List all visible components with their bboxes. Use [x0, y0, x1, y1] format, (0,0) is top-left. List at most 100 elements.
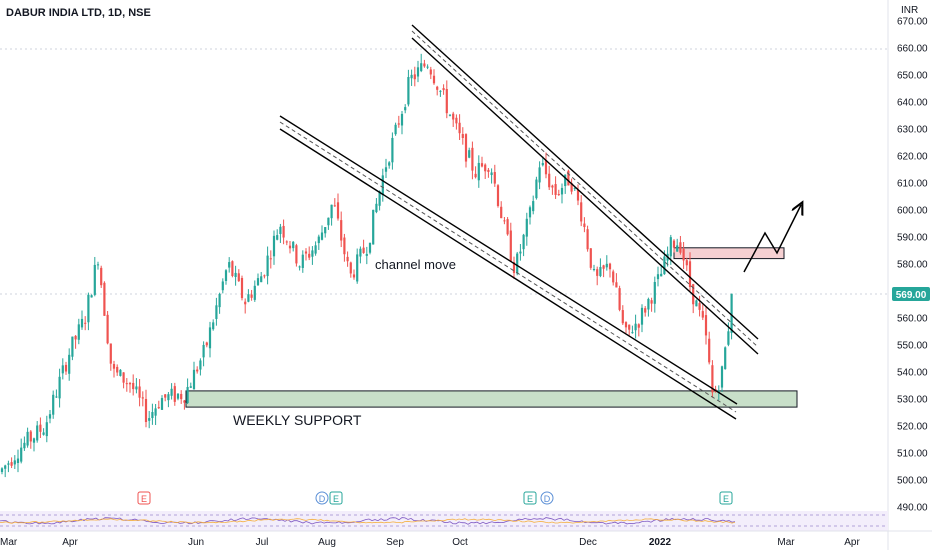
candle [362, 239, 365, 254]
candle [480, 156, 484, 168]
candle [477, 155, 480, 188]
event-marker[interactable]: E [137, 491, 151, 505]
candle [10, 457, 13, 469]
candle [612, 269, 615, 286]
candle [538, 161, 541, 190]
candle [682, 241, 685, 270]
candle [0, 467, 4, 475]
candle [93, 256, 96, 297]
candle [244, 298, 247, 314]
candle [420, 53, 423, 73]
candle [464, 133, 468, 168]
upper-channel-upper-line[interactable] [411, 24, 759, 340]
candle [170, 383, 173, 400]
candle [90, 294, 93, 298]
candle [256, 273, 260, 287]
candle [202, 341, 205, 367]
candle [151, 403, 154, 425]
y-tick-label: 540.00 [897, 368, 928, 379]
candle [381, 168, 384, 202]
candle [522, 233, 525, 257]
event-marker[interactable]: E [523, 491, 537, 505]
candle [490, 168, 493, 184]
y-tick-label: 650.00 [897, 71, 928, 82]
candle [445, 80, 448, 119]
candle [52, 390, 55, 419]
candle [474, 166, 477, 179]
event-marker[interactable]: D [315, 491, 329, 505]
candle [375, 198, 378, 214]
upper-channel-lower-line[interactable] [411, 37, 759, 355]
candle [439, 90, 442, 97]
candle [349, 261, 352, 278]
x-tick-label: Mar [0, 537, 18, 548]
candle [554, 176, 557, 199]
y-tick-label: 520.00 [897, 422, 928, 433]
candle [260, 271, 263, 283]
candle [132, 374, 135, 396]
candle [586, 225, 589, 252]
candle [493, 164, 496, 187]
candle [32, 437, 36, 452]
candle [250, 289, 253, 301]
upper-channel-midline[interactable] [411, 30, 759, 348]
candle [240, 275, 244, 301]
y-tick-label: 660.00 [897, 44, 928, 55]
y-tick-label: 630.00 [897, 125, 928, 136]
candle [263, 274, 266, 279]
candle [679, 235, 682, 255]
candle [224, 269, 228, 285]
candle [135, 378, 138, 394]
candle [164, 393, 167, 402]
candle [631, 325, 634, 334]
candle [23, 436, 26, 451]
candle [647, 297, 650, 317]
candle [576, 184, 580, 206]
candle [429, 66, 432, 80]
candle [269, 250, 272, 269]
candle [356, 248, 359, 284]
candle [544, 152, 548, 179]
candle [567, 169, 570, 186]
y-tick-label: 510.00 [897, 449, 928, 460]
candle [74, 335, 77, 349]
candle [426, 64, 429, 70]
event-marker[interactable]: E [329, 491, 343, 505]
lower-channel-upper-line[interactable] [279, 115, 738, 405]
candle [183, 399, 186, 410]
candle [596, 266, 599, 286]
candle [583, 217, 586, 233]
candle [157, 400, 160, 410]
candle [672, 239, 676, 253]
candle [605, 255, 608, 271]
candle [29, 430, 32, 449]
candle [141, 391, 144, 407]
event-marker[interactable]: E [719, 491, 733, 505]
candle [215, 297, 218, 326]
candle [416, 60, 420, 83]
candle [4, 464, 7, 478]
candle [112, 360, 116, 378]
lower-channel-lower-line[interactable] [279, 128, 737, 420]
weekly-support-zone[interactable] [185, 390, 798, 408]
y-tick-label: 550.00 [897, 341, 928, 352]
y-tick-label: 590.00 [897, 233, 928, 244]
candle [413, 66, 416, 87]
event-marker[interactable]: D [540, 491, 554, 505]
resistance-zone[interactable] [673, 247, 785, 260]
x-tick-label: Oct [452, 537, 468, 548]
candle [16, 449, 20, 473]
candle [176, 393, 180, 401]
projection-arrow[interactable] [743, 205, 801, 273]
candle [516, 251, 519, 276]
candle [720, 365, 724, 392]
x-tick-label: Aug [318, 537, 336, 548]
candle [196, 366, 199, 374]
candle [247, 289, 250, 303]
candle [148, 410, 151, 429]
price-badge-text: 569.00 [896, 290, 927, 301]
lower-channel-midline[interactable] [279, 121, 737, 413]
candle [573, 186, 576, 191]
candle [154, 403, 157, 426]
